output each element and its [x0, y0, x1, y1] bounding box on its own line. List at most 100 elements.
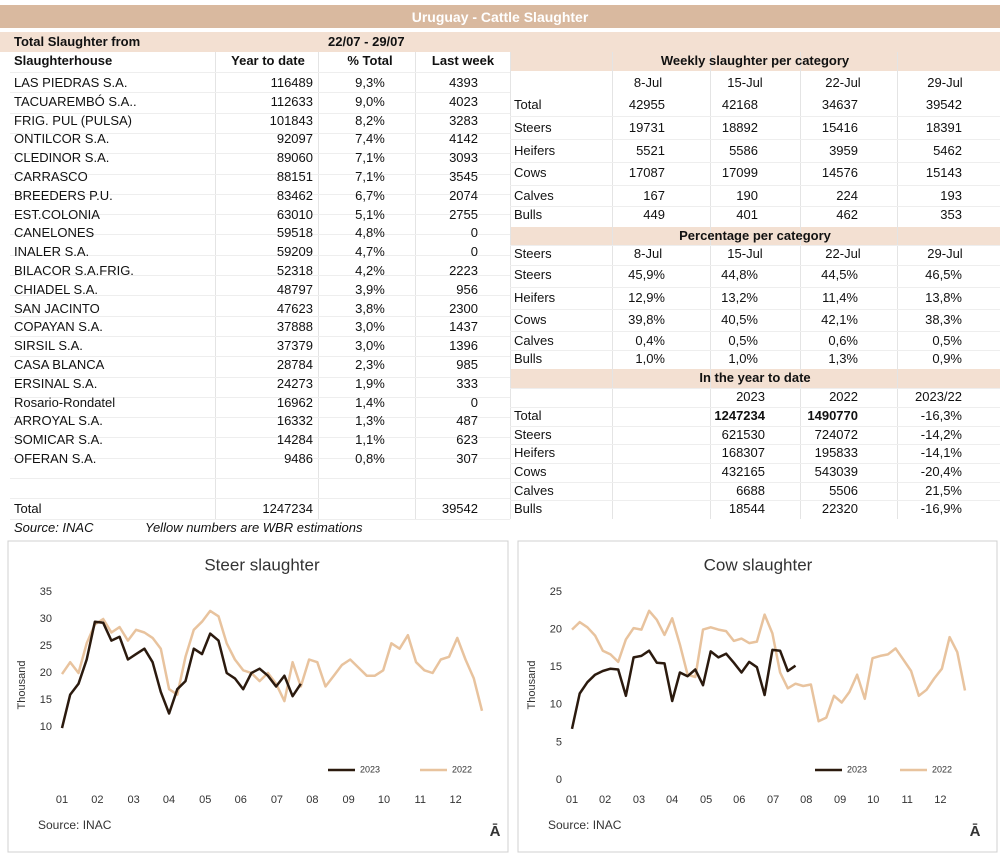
row-rule	[10, 112, 510, 114]
row-label: Bulls	[514, 351, 543, 366]
column-header: 29-Jul	[927, 246, 963, 261]
x-tick-label: 01	[56, 794, 68, 806]
chart-icon: Ā	[490, 823, 501, 840]
cell: 3959	[829, 143, 858, 158]
legend-label: 2022	[452, 764, 472, 774]
x-tick-label: 05	[700, 794, 712, 806]
y-axis-label: Thousand	[16, 661, 28, 710]
row-rule	[10, 254, 510, 256]
cell: 7,1%	[355, 169, 385, 184]
x-tick-label: 12	[450, 794, 462, 806]
row-label: LAS PIEDRAS S.A.	[14, 75, 128, 90]
column-header: Year to date	[231, 53, 305, 68]
cell: 1247234	[714, 408, 765, 423]
cell: 42168	[721, 97, 758, 112]
chart-title: Cow slaughter	[704, 555, 813, 574]
column-rule	[415, 52, 416, 519]
cell: 3283	[449, 112, 478, 128]
column-header: % Total	[347, 53, 393, 68]
y-tick-label: 25	[40, 640, 52, 652]
row-rule	[10, 173, 510, 175]
y-tick-label: 15	[40, 694, 52, 706]
cell: 4393	[449, 75, 478, 90]
row-label: ONTILCOR S.A.	[14, 131, 110, 147]
row-rule	[10, 315, 510, 317]
cell: 116489	[270, 75, 313, 90]
x-tick-label: 04	[666, 794, 678, 806]
cell: 18391	[925, 120, 962, 135]
cell: 37888	[276, 319, 313, 335]
cell: 2755	[449, 206, 478, 222]
column-header: 2023	[736, 389, 765, 404]
cell: 623	[456, 432, 478, 448]
ytd-band	[510, 369, 1000, 388]
y-tick-label: 20	[550, 624, 562, 636]
row-rule	[10, 153, 510, 155]
cell: 1437	[449, 319, 478, 335]
column-header: 8-Jul	[633, 246, 663, 261]
y-tick-label: 20	[40, 667, 52, 679]
row-label: Steers	[514, 120, 552, 135]
cell: 14284	[276, 432, 313, 448]
cell: 4,8%	[355, 225, 385, 241]
cell: 487	[456, 413, 478, 429]
summary-band	[0, 32, 1000, 52]
row-rule	[510, 350, 1000, 351]
cell: 42,1%	[821, 312, 858, 327]
cell: 7,1%	[355, 150, 385, 166]
cell: 21,5%	[925, 483, 962, 498]
cell: 3,0%	[355, 319, 385, 335]
row-label: ARROYAL S.A.	[14, 413, 103, 429]
cell: 1,3%	[355, 413, 385, 429]
cell: 462	[836, 207, 858, 222]
row-label: SIRSIL S.A.	[14, 338, 83, 354]
y-tick-label: 10	[40, 721, 52, 733]
cell: 1490770	[807, 408, 858, 423]
cell: 11,4%	[822, 290, 858, 305]
y-tick-label: 0	[556, 774, 562, 786]
cell: 63010	[276, 206, 313, 222]
row-label: BILACOR S.A.FRIG.	[14, 263, 134, 278]
cell: 37379	[276, 338, 313, 354]
cell: 195833	[814, 445, 858, 460]
cell: 0,8%	[355, 451, 385, 466]
chart-icon: Ā	[970, 823, 981, 840]
cell: 40,5%	[721, 312, 758, 327]
cell: 19731	[628, 120, 665, 135]
section-title: Percentage per category	[679, 228, 831, 243]
row-rule	[510, 287, 1000, 288]
row-label: Bulls	[514, 501, 543, 516]
row-label: Cows	[514, 165, 547, 180]
column-header: 8-Jul	[633, 75, 663, 90]
row-rule	[10, 396, 510, 398]
y-tick-label: 10	[550, 699, 562, 711]
cell: 17099	[721, 165, 758, 180]
row-label: Steers	[514, 427, 552, 442]
chart-frame	[7, 540, 509, 853]
x-tick-label: 01	[566, 794, 578, 806]
row-label: Bulls	[514, 207, 543, 222]
cell: 9486	[284, 451, 313, 466]
row-label: Heifers	[514, 143, 556, 158]
column-header: Slaughterhouse	[14, 53, 113, 68]
cell: -16,3%	[920, 408, 962, 423]
y-axis-label: Thousand	[526, 661, 538, 710]
row-label: Heifers	[514, 290, 556, 305]
cell: 18544	[728, 501, 765, 516]
row-rule	[10, 518, 510, 520]
cell: 28784	[276, 357, 313, 372]
cell: 2,3%	[355, 357, 385, 372]
x-tick-label: 02	[599, 794, 611, 806]
cell: 9,3%	[355, 75, 385, 90]
cell: 0	[470, 244, 478, 260]
cell: 5506	[829, 483, 858, 498]
cell: 44,8%	[721, 267, 758, 282]
summary-period: 22/07 - 29/07	[328, 34, 405, 49]
column-header: 2023/22	[915, 389, 962, 404]
cell: 39542	[441, 501, 478, 516]
section-title: Weekly slaughter per category	[660, 53, 850, 68]
row-label: SOMICAR S.A.	[14, 432, 103, 448]
cell: 2223	[449, 263, 478, 278]
series-line	[570, 648, 797, 730]
cell: 3545	[449, 169, 478, 184]
